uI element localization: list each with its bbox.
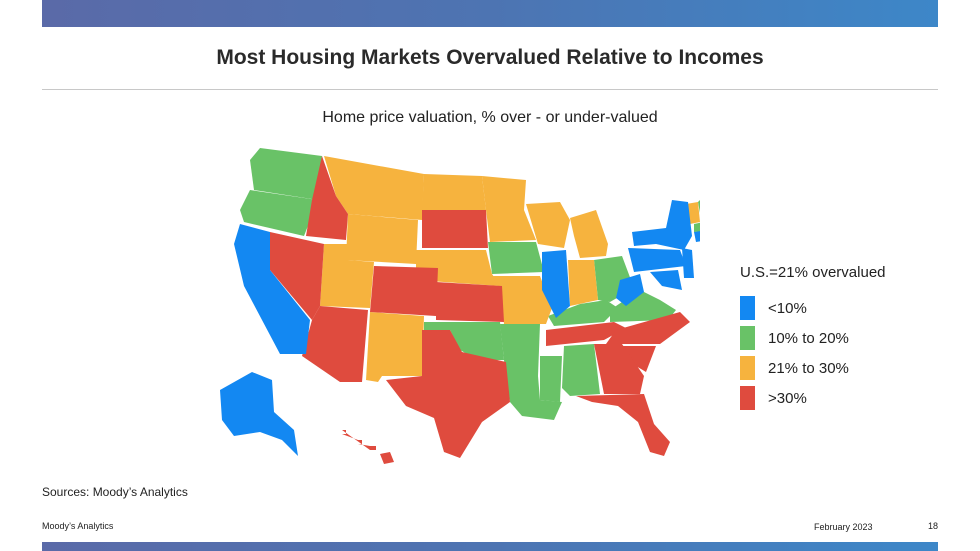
state-ar bbox=[500, 324, 540, 376]
state-az bbox=[302, 306, 368, 382]
state-mt bbox=[324, 156, 424, 220]
page-number: 18 bbox=[928, 521, 939, 531]
state-nv bbox=[270, 232, 324, 320]
legend-label: 10% to 20% bbox=[768, 329, 849, 347]
region-over-30 bbox=[270, 156, 690, 464]
map-subtitle: Home price valuation, % over - or under-… bbox=[322, 109, 658, 126]
state-in bbox=[568, 260, 598, 306]
state-nh bbox=[698, 200, 700, 213]
state-nd bbox=[422, 174, 486, 210]
legend-item-over-30: >30% bbox=[740, 383, 940, 413]
state-ak bbox=[220, 372, 298, 456]
state-fl bbox=[576, 394, 670, 456]
top-accent-bar bbox=[42, 0, 938, 27]
state-nc bbox=[606, 312, 690, 344]
state-wy bbox=[346, 214, 418, 264]
state-ut bbox=[320, 244, 374, 308]
state-pa bbox=[628, 248, 686, 272]
sources-note: Sources: Moody’s Analytics bbox=[42, 485, 188, 499]
state-ct bbox=[694, 231, 700, 242]
legend-swatch bbox=[740, 296, 755, 320]
legend-item-21-to-30: 21% to 30% bbox=[740, 353, 940, 383]
legend: U.S.=21% overvalued <10% 10% to 20% 21% … bbox=[740, 264, 940, 413]
state-co bbox=[370, 266, 438, 316]
legend-swatch bbox=[740, 386, 755, 410]
state-sc bbox=[622, 346, 656, 372]
state-or bbox=[240, 190, 318, 236]
state-nj bbox=[682, 248, 694, 278]
state-tx bbox=[386, 330, 510, 458]
legend-title: U.S.=21% overvalued bbox=[740, 264, 886, 281]
state-al bbox=[562, 344, 600, 396]
state-ky bbox=[548, 300, 618, 326]
state-il bbox=[542, 250, 570, 318]
state-id bbox=[306, 156, 348, 240]
state-ia bbox=[488, 242, 544, 274]
footer-company: Moody’s Analytics bbox=[42, 521, 114, 531]
legend-item-10-to-20: 10% to 20% bbox=[740, 323, 940, 353]
state-hi-islands bbox=[342, 430, 376, 450]
state-sd bbox=[422, 210, 488, 248]
us-valuation-map bbox=[220, 148, 700, 464]
state-ma bbox=[694, 222, 700, 232]
state-hi-big bbox=[380, 452, 394, 464]
legend-label: 21% to 30% bbox=[768, 359, 849, 377]
state-md bbox=[650, 270, 682, 290]
state-wi bbox=[526, 202, 570, 248]
state-ks bbox=[436, 282, 504, 322]
region-21-to-30 bbox=[320, 156, 700, 382]
state-mi bbox=[570, 210, 608, 258]
title-divider bbox=[42, 89, 938, 90]
legend-label: >30% bbox=[768, 389, 807, 407]
state-va bbox=[610, 290, 676, 322]
state-ms bbox=[540, 356, 562, 402]
state-mn bbox=[482, 176, 536, 242]
state-ny bbox=[632, 200, 692, 250]
state-wa bbox=[250, 148, 322, 200]
state-nm bbox=[366, 312, 424, 382]
state-ga bbox=[594, 344, 644, 394]
legend-item-under-10: <10% bbox=[740, 293, 940, 323]
footer-date: February 2023 bbox=[814, 522, 873, 532]
legend-label: <10% bbox=[768, 299, 807, 317]
bottom-accent-bar bbox=[42, 542, 938, 551]
slide-title: Most Housing Markets Overvalued Relative… bbox=[216, 46, 764, 69]
state-wv bbox=[616, 274, 644, 306]
region-under-10 bbox=[220, 200, 700, 456]
legend-swatch bbox=[740, 326, 755, 350]
state-ca bbox=[234, 224, 310, 354]
legend-swatch bbox=[740, 356, 755, 380]
state-tn bbox=[546, 322, 626, 346]
state-mo bbox=[492, 276, 552, 324]
state-ok bbox=[424, 322, 504, 360]
state-la bbox=[506, 376, 562, 420]
